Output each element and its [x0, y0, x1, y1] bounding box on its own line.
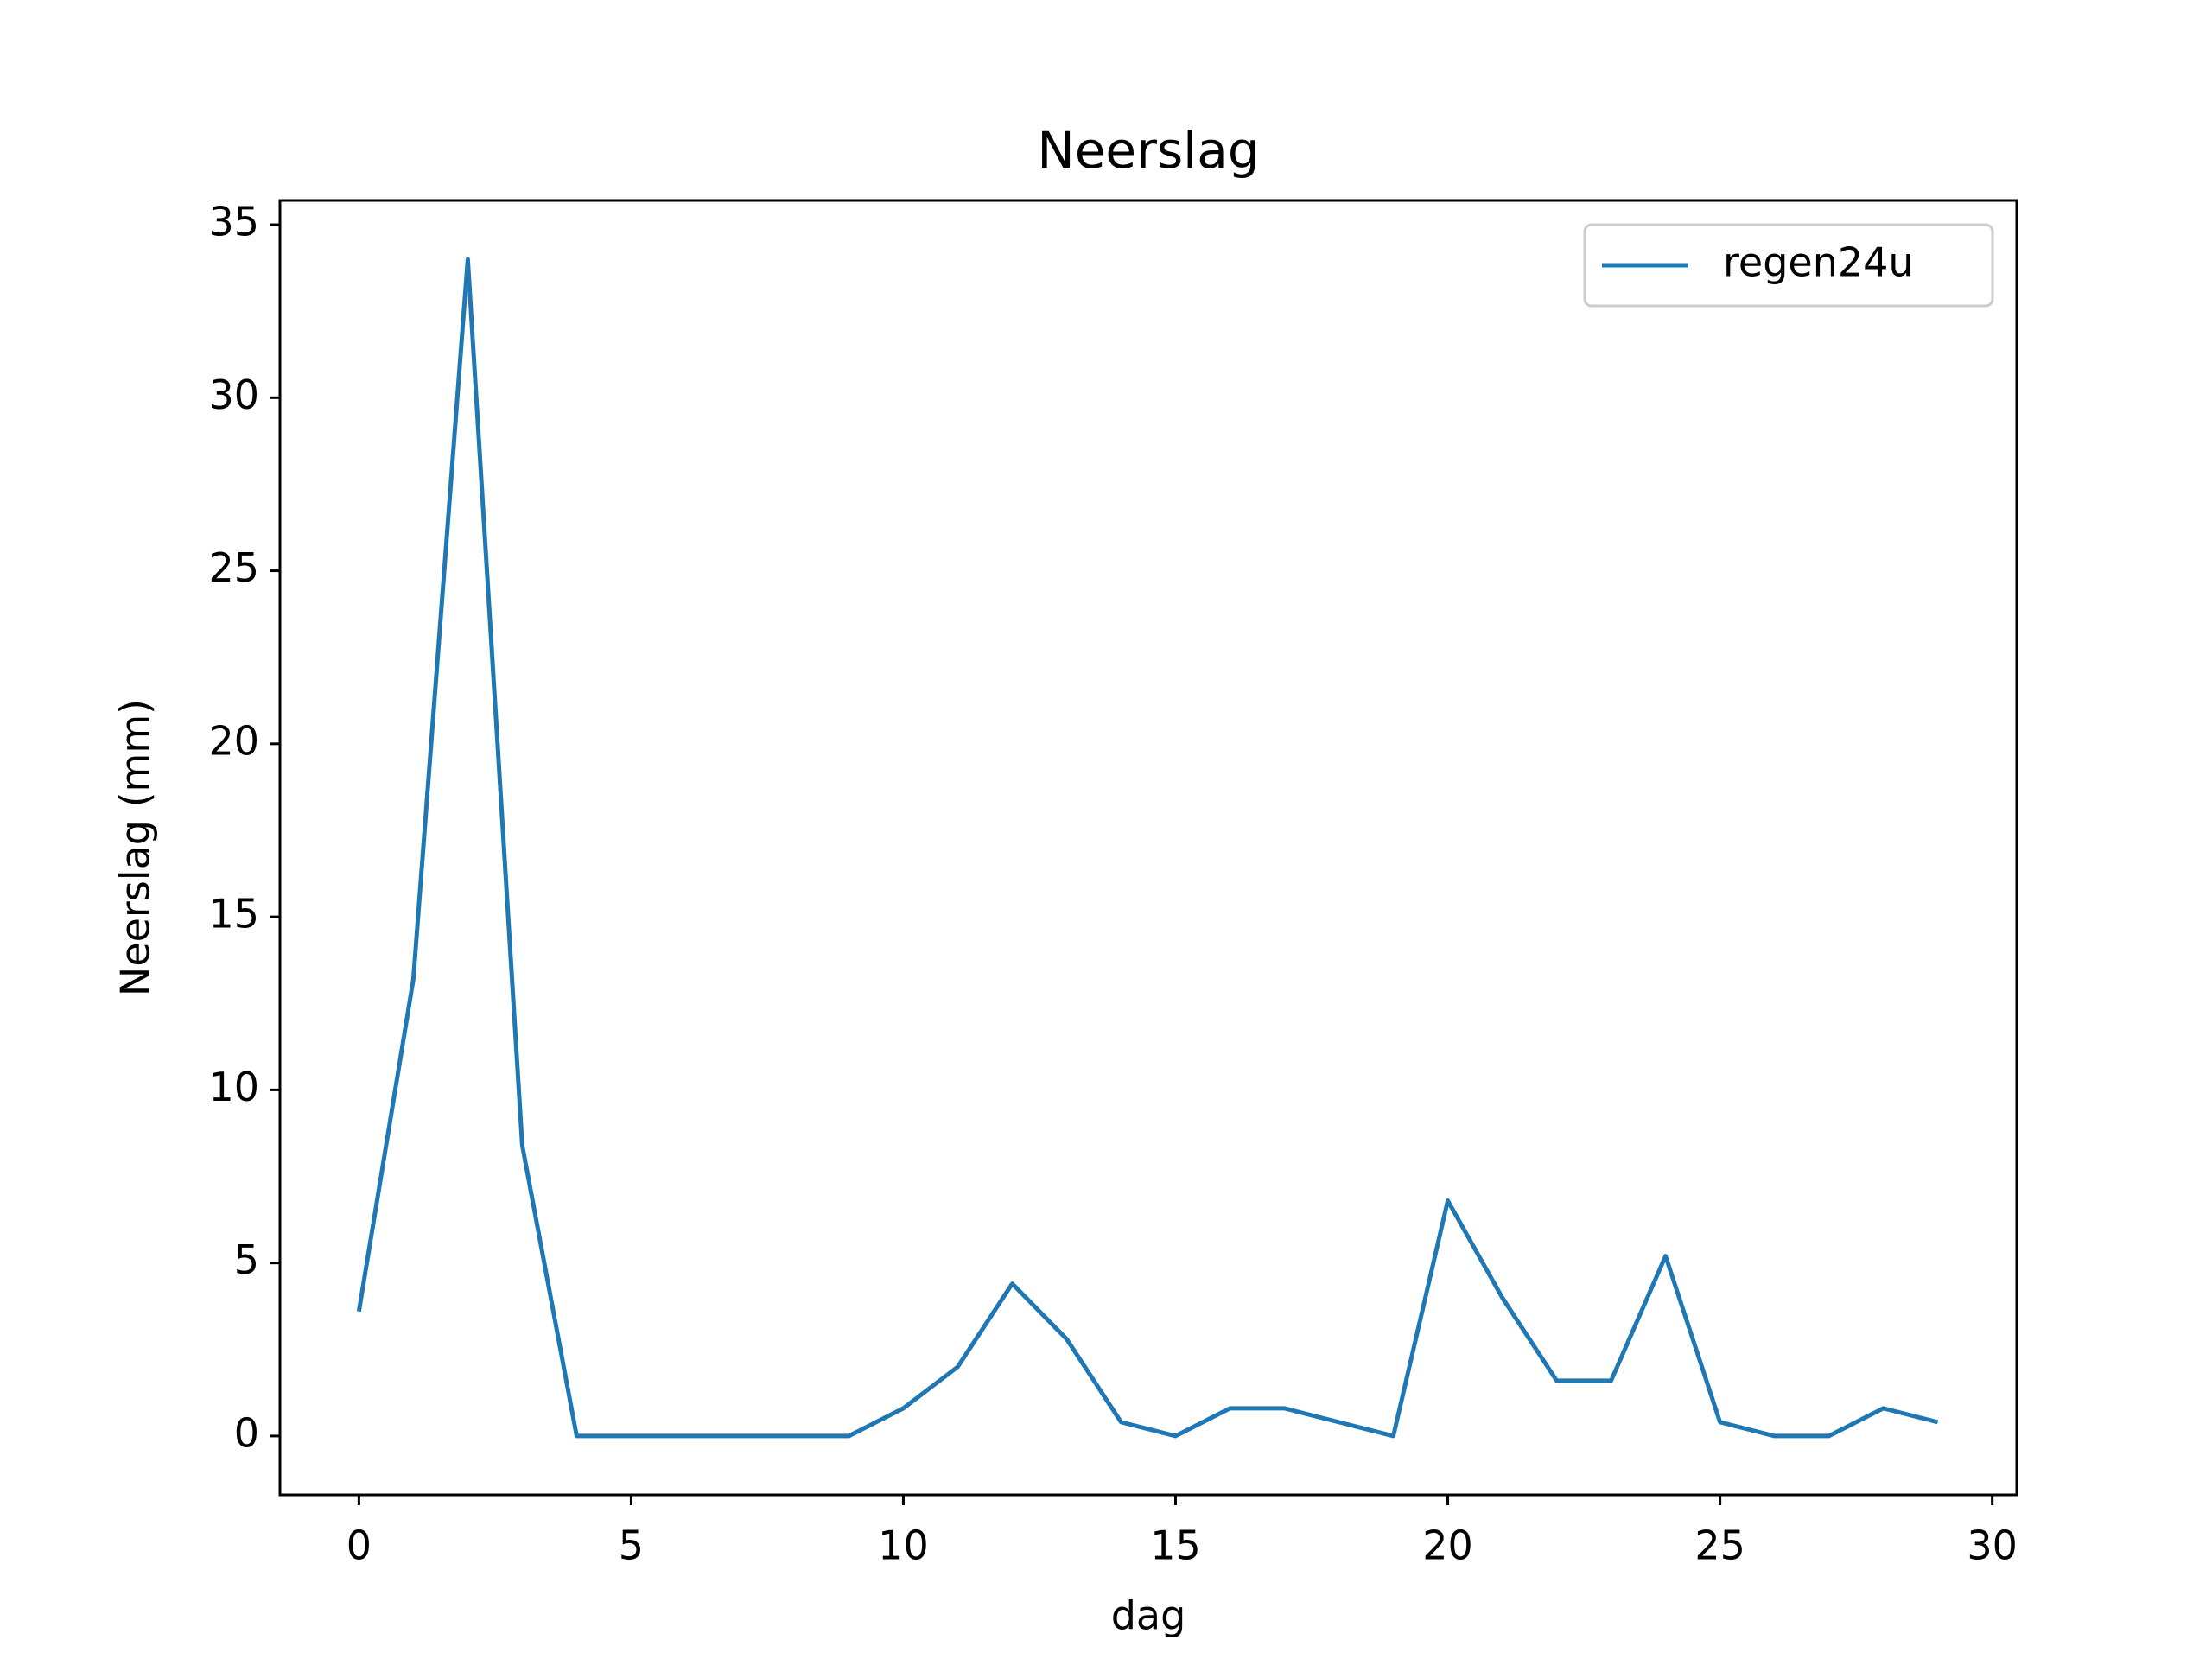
legend-box [1583, 223, 1994, 308]
y-tick-label: 25 [208, 544, 259, 591]
x-tick-label: 5 [619, 1522, 644, 1569]
x-tick-label: 30 [1967, 1522, 2018, 1569]
y-tick-label: 15 [208, 891, 259, 938]
y-tick-label: 10 [208, 1064, 259, 1110]
data-line [356, 257, 1939, 1439]
y-axis-label: Neerslag (mm) [112, 699, 159, 996]
legend-label: regen24u [1723, 239, 1914, 286]
legend: regen24u [1583, 223, 1994, 308]
plot-frame [278, 199, 2018, 1497]
x-tick-label: 0 [346, 1522, 372, 1569]
x-tick-label: 15 [1150, 1522, 1201, 1569]
y-tick-label: 0 [234, 1409, 259, 1456]
y-tick-label: 20 [208, 717, 259, 764]
y-tick-label: 30 [208, 372, 259, 418]
y-tick-label: 35 [208, 199, 259, 245]
x-tick-label: 20 [1422, 1522, 1473, 1569]
x-axis-label: dag [1111, 1592, 1186, 1639]
x-tick-label: 25 [1694, 1522, 1745, 1569]
chart-title: Neerslag [1037, 121, 1259, 180]
y-tick-label: 5 [234, 1236, 259, 1283]
x-tick-label: 10 [878, 1522, 929, 1569]
